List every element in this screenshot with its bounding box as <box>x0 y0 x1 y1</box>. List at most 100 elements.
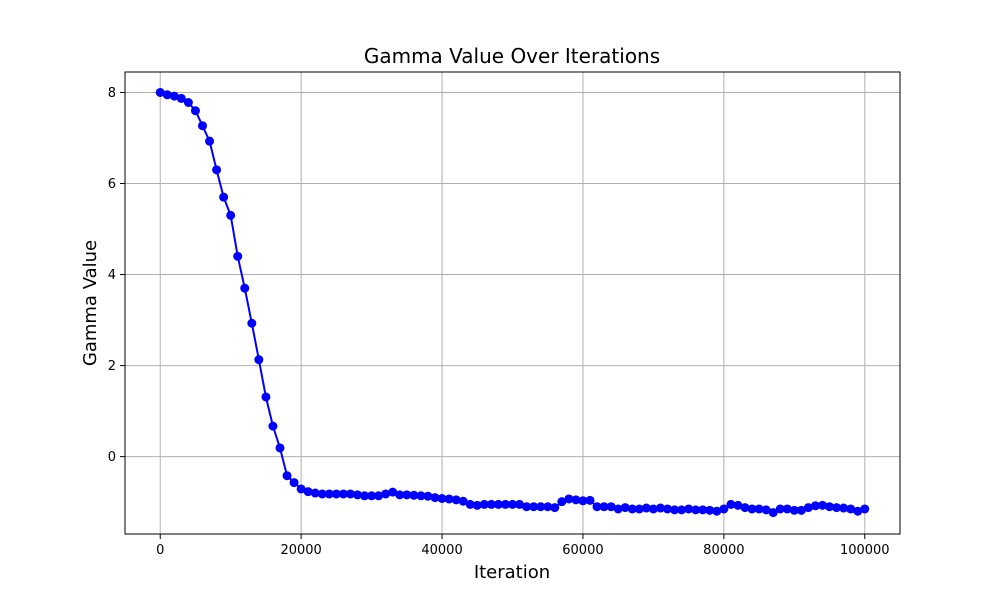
data-point <box>620 503 630 513</box>
data-point <box>430 493 440 503</box>
data-point <box>353 490 362 500</box>
data-point <box>367 491 377 501</box>
data-point <box>754 504 764 514</box>
plot-frame <box>124 71 901 535</box>
data-point <box>627 504 637 514</box>
data-point <box>303 487 313 497</box>
data-point <box>296 484 306 494</box>
data-point <box>240 283 250 293</box>
x-tick-label: 60000 <box>562 543 603 558</box>
data-point <box>451 495 461 505</box>
data-point <box>493 499 503 509</box>
data-point <box>275 443 285 453</box>
data-point <box>853 506 863 516</box>
y-tick-label: 8 <box>108 86 116 101</box>
data-point <box>472 500 482 510</box>
data-point <box>508 499 517 509</box>
x-tick-label: 100000 <box>840 543 890 558</box>
data-point <box>522 502 532 512</box>
data-point <box>423 491 433 501</box>
data-point <box>543 502 553 512</box>
data-point <box>846 504 856 514</box>
data-point <box>317 489 327 499</box>
data-point <box>705 505 715 515</box>
x-axis-label: Iteration <box>474 562 550 583</box>
data-point <box>254 355 264 365</box>
data-point <box>388 487 398 497</box>
ticks-layer: 0 20000 40000 60000 80000 100000 0 2 4 6 8 <box>108 86 890 558</box>
data-point <box>205 136 215 146</box>
data-point <box>437 493 447 503</box>
data-point <box>832 503 842 513</box>
data-point <box>712 506 722 516</box>
data-point <box>839 503 849 513</box>
data-point <box>395 490 405 500</box>
y-tick-label: 6 <box>108 177 116 192</box>
data-point <box>810 501 820 511</box>
data-point <box>677 505 687 515</box>
data-point <box>698 505 708 515</box>
y-tick-label: 0 <box>108 450 116 465</box>
data-point <box>324 489 334 499</box>
y-tick-label: 2 <box>108 359 116 374</box>
data-point <box>409 490 419 500</box>
data-point <box>416 491 426 501</box>
y-tick-label: 4 <box>108 268 116 283</box>
data-point <box>458 496 468 506</box>
data-point <box>768 508 778 518</box>
data-point <box>796 505 806 515</box>
data-point <box>261 392 271 402</box>
data-point <box>176 93 186 103</box>
data-point <box>818 500 827 510</box>
grid-layer <box>125 72 900 534</box>
x-tick-label: 80000 <box>703 543 744 558</box>
data-point <box>360 491 370 501</box>
data-point <box>733 500 743 510</box>
data-point <box>789 505 799 515</box>
data-point <box>663 504 672 514</box>
data-point <box>803 503 813 513</box>
data-point <box>585 495 595 505</box>
data-point <box>233 251 243 261</box>
data-point <box>684 504 694 514</box>
data-point <box>345 489 355 499</box>
data-point <box>289 478 299 488</box>
data-point <box>162 90 172 100</box>
data-point <box>310 488 320 498</box>
data-point <box>719 504 729 514</box>
data-point <box>761 505 771 515</box>
data-point <box>641 503 651 513</box>
data-point <box>331 489 341 499</box>
data-point <box>670 505 680 515</box>
data-point <box>747 504 757 514</box>
data-point <box>198 121 207 131</box>
data-point <box>444 494 454 504</box>
data-point <box>825 502 835 512</box>
series-layer <box>155 87 870 518</box>
data-point <box>155 87 165 97</box>
data-point <box>550 503 560 513</box>
data-point <box>782 504 792 514</box>
data-point <box>190 106 200 116</box>
data-point <box>648 504 658 514</box>
data-point <box>655 503 665 513</box>
data-point <box>578 496 588 506</box>
data-point <box>726 499 736 509</box>
data-point <box>599 502 609 512</box>
data-point <box>479 499 489 509</box>
data-point <box>381 489 391 499</box>
data-point <box>691 505 701 515</box>
data-point <box>515 499 525 509</box>
data-point <box>613 504 623 514</box>
data-point <box>212 165 222 175</box>
data-point <box>634 504 644 514</box>
data-point <box>374 491 384 501</box>
data-point <box>500 499 510 509</box>
data-point <box>282 471 292 481</box>
data-point <box>564 494 574 504</box>
data-point <box>557 497 567 507</box>
data-point <box>402 490 412 500</box>
data-point <box>571 495 581 505</box>
data-point <box>465 499 475 509</box>
